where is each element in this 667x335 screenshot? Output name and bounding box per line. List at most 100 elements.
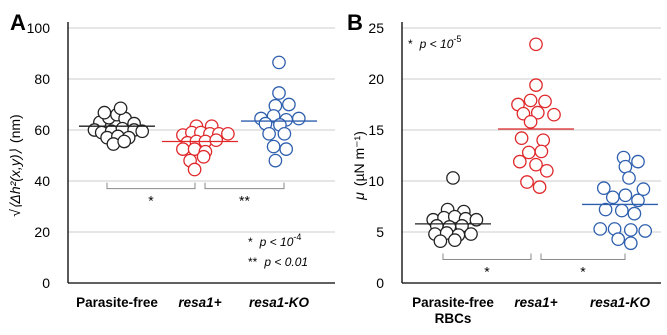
y-axis-label-unit: (µN m⁻¹) bbox=[351, 131, 367, 186]
y-tick-label: 0 bbox=[376, 275, 384, 291]
series-1 bbox=[415, 171, 491, 249]
data-point bbox=[446, 171, 460, 185]
y-axis-label-unit: (nm) bbox=[7, 114, 23, 143]
p-value-exponent: -4 bbox=[293, 232, 301, 242]
data-point bbox=[614, 203, 629, 218]
data-point bbox=[469, 212, 484, 227]
data-point bbox=[523, 114, 538, 129]
data-point bbox=[538, 94, 552, 109]
data-point bbox=[605, 190, 620, 205]
y-tick-label: 80 bbox=[34, 71, 50, 87]
series-2 bbox=[498, 37, 574, 194]
series-3 bbox=[582, 150, 658, 251]
data-point bbox=[593, 222, 608, 236]
data-point bbox=[611, 232, 626, 246]
data-point bbox=[631, 193, 645, 208]
panel-label: B bbox=[347, 10, 363, 35]
data-point bbox=[536, 133, 551, 148]
y-axis-label: √⟨Δh²(x,y)⟩ (nm) bbox=[7, 114, 23, 216]
data-point bbox=[514, 131, 529, 146]
y-tick-label: 100 bbox=[27, 20, 51, 36]
significance-bracket bbox=[442, 253, 532, 261]
data-point bbox=[266, 139, 281, 154]
x-category-label: RBCs bbox=[435, 311, 472, 326]
data-point bbox=[187, 162, 202, 177]
series-1 bbox=[79, 101, 155, 151]
p-value-exponent: -5 bbox=[453, 34, 461, 44]
data-point bbox=[623, 223, 638, 237]
data-point bbox=[277, 126, 292, 141]
significance-bracket bbox=[204, 182, 285, 190]
x-category-label: resa1-KO bbox=[249, 295, 310, 310]
significance-bracket bbox=[540, 253, 626, 261]
data-point bbox=[97, 105, 112, 120]
data-point bbox=[636, 182, 651, 197]
data-point bbox=[268, 153, 283, 168]
data-point bbox=[221, 126, 235, 141]
x-category-label: Parasite-free bbox=[76, 295, 158, 310]
data-point bbox=[631, 154, 645, 169]
y-axis-label-symbol: √⟨Δh²(x,y)⟩ bbox=[7, 149, 23, 217]
y-tick-label: 20 bbox=[368, 71, 384, 87]
data-point bbox=[622, 171, 636, 185]
data-point bbox=[282, 97, 296, 112]
data-point bbox=[520, 175, 534, 189]
y-tick-label: 20 bbox=[34, 224, 50, 240]
data-point bbox=[433, 234, 448, 249]
data-point bbox=[618, 188, 633, 203]
panel-label: A bbox=[10, 10, 26, 35]
y-tick-label: 10 bbox=[368, 173, 384, 189]
data-point bbox=[532, 180, 547, 194]
data-point bbox=[113, 101, 128, 116]
p-value-text: p < 10 bbox=[259, 235, 294, 249]
data-point bbox=[598, 202, 613, 217]
data-point bbox=[627, 206, 642, 221]
data-point bbox=[196, 149, 211, 164]
data-point bbox=[262, 126, 276, 141]
x-category-label: resa1+ bbox=[178, 295, 221, 310]
y-tick-label: 15 bbox=[368, 122, 384, 138]
significance-label: * bbox=[580, 264, 586, 280]
data-point bbox=[530, 105, 545, 120]
data-point bbox=[529, 78, 543, 92]
data-point bbox=[534, 144, 549, 159]
series-2 bbox=[162, 119, 238, 177]
y-tick-label: 40 bbox=[34, 173, 50, 189]
p-value-prefix: * bbox=[248, 235, 253, 249]
data-point bbox=[547, 107, 561, 122]
significance-label: * bbox=[148, 193, 154, 209]
p-value-text: p < 0.01 bbox=[263, 255, 308, 269]
x-category-label: Parasite-free bbox=[412, 295, 494, 310]
data-point bbox=[279, 142, 294, 156]
x-category-label: resa1+ bbox=[514, 295, 557, 310]
data-point bbox=[596, 181, 611, 195]
data-point bbox=[272, 86, 286, 100]
p-value-note: ** p < 0.01 bbox=[248, 255, 308, 269]
data-point bbox=[272, 55, 286, 70]
data-point bbox=[638, 224, 653, 238]
y-axis-label: μ (µN m⁻¹) bbox=[351, 131, 367, 201]
y-tick-label: 25 bbox=[368, 20, 384, 36]
x-category-label: resa1-KO bbox=[590, 295, 651, 310]
data-point bbox=[523, 93, 538, 108]
data-point bbox=[539, 163, 554, 178]
y-tick-label: 60 bbox=[34, 122, 50, 138]
p-value-prefix: ** bbox=[248, 255, 258, 269]
data-point bbox=[529, 157, 543, 172]
significance-bracket bbox=[106, 182, 196, 190]
p-value-note: * p < 10-4 bbox=[248, 232, 301, 249]
data-point bbox=[447, 233, 462, 248]
significance-label: ** bbox=[239, 193, 250, 209]
data-point bbox=[623, 236, 638, 251]
p-value-text: p < 10 bbox=[419, 37, 454, 51]
series-3 bbox=[241, 55, 317, 168]
data-point bbox=[464, 227, 478, 241]
data-point bbox=[176, 142, 190, 156]
data-point bbox=[512, 154, 527, 169]
data-point bbox=[209, 133, 224, 148]
y-axis-label-symbol: μ bbox=[351, 192, 367, 201]
data-point bbox=[117, 134, 132, 149]
